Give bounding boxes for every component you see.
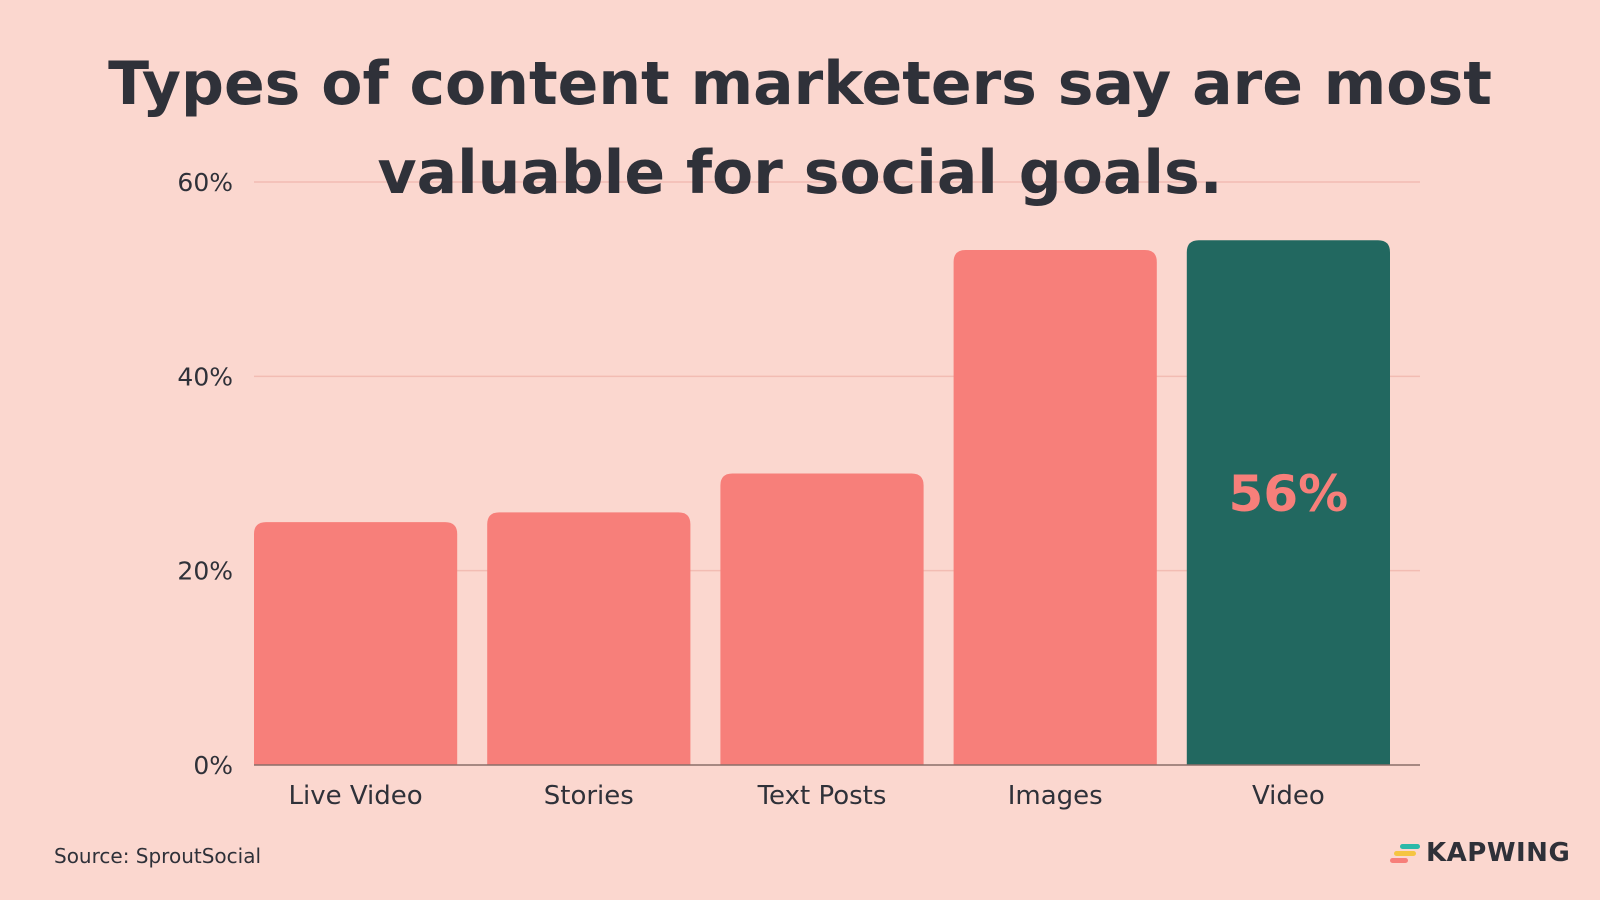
brand-name: KAPWING — [1426, 838, 1571, 868]
y-tick-label: 0% — [193, 751, 233, 780]
brand-logo: KAPWING — [1390, 838, 1570, 868]
brand-mark-icon — [1390, 843, 1420, 863]
bar — [1186, 240, 1390, 766]
x-tick-label: Text Posts — [757, 781, 887, 811]
x-tick-label: Video — [1252, 781, 1325, 811]
x-tick-label: Stories — [544, 781, 634, 811]
chart-title: Types of content marketers say are most … — [108, 49, 1492, 208]
bar — [254, 522, 458, 765]
x-tick-label: Images — [1008, 781, 1103, 811]
y-tick-label: 20% — [177, 557, 233, 586]
y-tick-label: 60% — [177, 168, 233, 197]
bar — [720, 473, 924, 765]
x-tick-label: Live Video — [288, 781, 422, 811]
source-note: Source: SproutSocial — [54, 844, 262, 868]
bar — [953, 250, 1157, 765]
y-tick-label: 40% — [177, 362, 233, 391]
bar — [487, 512, 691, 765]
data-label: 56% — [1229, 465, 1349, 523]
